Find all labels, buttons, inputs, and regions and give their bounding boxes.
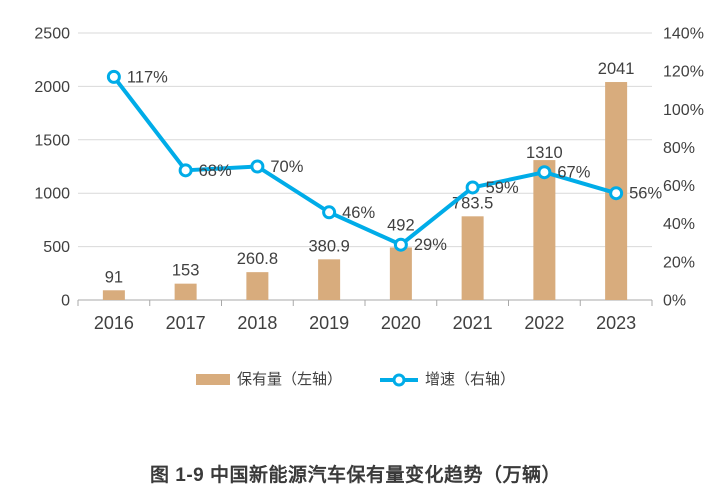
right-axis-tick-label: 60% (663, 178, 695, 195)
bar-2020 (389, 247, 412, 300)
line-marker-2021 (465, 180, 480, 195)
bar-2017 (174, 283, 197, 300)
bar-value-label: 91 (105, 268, 123, 286)
chart-legend: 保有量（左轴） 增速（右轴） (0, 372, 711, 387)
right-axis-tick-label: 80% (663, 140, 695, 157)
left-axis-tick-label: 1500 (34, 132, 70, 149)
left-axis-tick-label: 2500 (34, 26, 70, 43)
left-axis-tick-label: 1000 (34, 186, 70, 203)
legend-label-line: 增速（右轴） (425, 371, 516, 388)
bar-value-label: 1310 (526, 144, 563, 162)
bar-value-label: 783.5 (452, 194, 493, 212)
line-marker-dot (392, 373, 406, 386)
right-axis-tick-label: 140% (663, 26, 704, 43)
figure-caption: 图 1-9 中国新能源汽车保有量变化趋势（万辆） (149, 465, 562, 486)
left-axis-tick-label: 0 (61, 293, 70, 310)
legend-item-bars: 保有量（左轴） (195, 371, 342, 388)
bar-value-label: 2041 (598, 60, 635, 78)
x-axis-category-label: 2018 (237, 313, 277, 333)
x-axis-category-label: 2016 (94, 313, 134, 333)
line-marker-2017 (178, 163, 193, 178)
line-marker-2016 (106, 69, 121, 84)
x-axis-category-label: 2020 (381, 313, 421, 333)
bar-value-label: 153 (172, 262, 200, 280)
line-series-swatch (380, 373, 418, 386)
bar-value-label: 260.8 (237, 250, 278, 268)
line-value-label: 67% (557, 164, 590, 182)
legend-label-bars: 保有量（左轴） (236, 371, 342, 388)
line-value-label: 59% (486, 179, 519, 197)
bar-2018 (246, 272, 269, 300)
line-marker-2018 (250, 159, 265, 174)
line-value-label: 46% (342, 204, 375, 222)
line-value-label: 70% (270, 158, 303, 176)
left-axis-tick-label: 500 (43, 239, 70, 256)
right-axis-tick-label: 40% (663, 216, 695, 233)
x-axis-category-label: 2021 (453, 313, 493, 333)
bar-series-swatch (195, 374, 230, 385)
line-value-label: 56% (629, 185, 662, 203)
line-marker-2020 (393, 237, 408, 252)
right-axis-tick-label: 0% (663, 293, 686, 310)
right-axis-tick-label: 100% (663, 102, 704, 119)
line-marker-2023 (609, 186, 624, 201)
line-marker-2019 (322, 205, 337, 220)
bar-2022 (533, 160, 556, 300)
line-value-label: 29% (414, 236, 447, 254)
right-axis-tick-label: 120% (663, 64, 704, 81)
bar-value-label: 492 (387, 217, 415, 235)
combo-chart: 0 500 1000 1500 2000 2500 0% 20% 40% 60% 80% 100% 12… (34, 26, 704, 334)
legend-item-line: 增速（右轴） (380, 372, 515, 387)
x-axis-category-label: 2023 (596, 313, 636, 333)
bar-2019 (318, 259, 341, 300)
x-axis-category-label: 2019 (309, 313, 349, 333)
bar-value-label: 380.9 (308, 237, 349, 255)
x-axis-category-label: 2017 (166, 313, 206, 333)
left-axis-tick-label: 2000 (34, 79, 70, 96)
bar-2021 (461, 216, 484, 300)
bar-2016 (102, 290, 125, 300)
line-value-label: 68% (199, 162, 232, 180)
x-axis-category-label: 2022 (524, 313, 564, 333)
line-value-label: 117% (127, 68, 168, 86)
right-axis-tick-label: 20% (663, 254, 695, 271)
growth-rate-line (111, 74, 619, 247)
line-marker-2022 (537, 165, 552, 180)
